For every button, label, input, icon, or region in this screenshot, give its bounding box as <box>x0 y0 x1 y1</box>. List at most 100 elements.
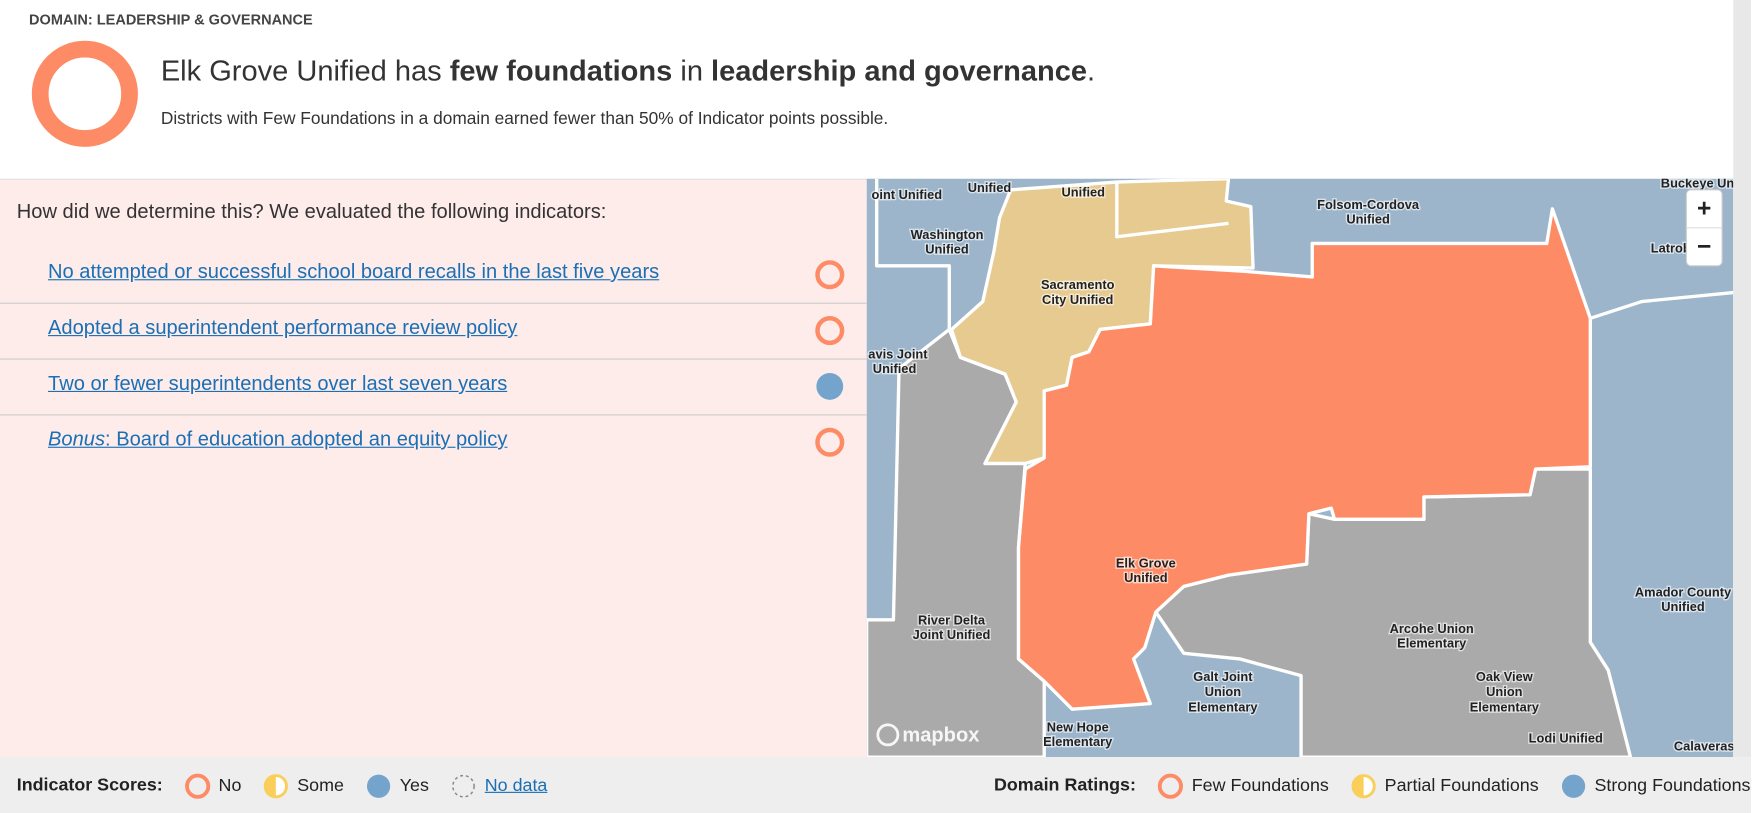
indicator-row: Bonus: Board of education adopted an equ… <box>0 414 867 470</box>
attribution: mapbox <box>876 723 980 747</box>
subtitle: Districts with Few Foundations in a doma… <box>160 109 889 129</box>
legend-label: Some <box>297 776 344 796</box>
map-label: River Delta <box>918 612 986 627</box>
map-label: Elementary <box>1043 734 1113 749</box>
icon-fill <box>1561 774 1585 798</box>
legend-label: Partial Foundations <box>1384 776 1539 796</box>
score-icon <box>452 774 475 798</box>
legend-item: Some <box>262 772 344 801</box>
indicator-link[interactable]: Two or fewer superintendents over last s… <box>48 372 507 395</box>
legend-label[interactable]: No data <box>484 776 548 796</box>
rating-icon <box>31 40 138 147</box>
score-icon <box>184 773 210 799</box>
map-label: Galt Joint <box>1193 669 1253 684</box>
scrollbar <box>1733 0 1752 758</box>
district-selected <box>1016 207 1592 711</box>
map-label: Latrob <box>1651 240 1691 255</box>
score-icon <box>1351 774 1376 799</box>
icon-dashed <box>452 774 475 798</box>
indicator-label: Two or fewer superintendents over last s… <box>48 371 508 395</box>
map-label: Union <box>1205 684 1241 699</box>
legend-item: Few Foundations <box>1156 772 1329 801</box>
icon-half <box>1352 775 1364 797</box>
legend-title: Domain Ratings: <box>993 776 1136 796</box>
map-label: avis Joint <box>868 346 928 361</box>
indicator-label: No attempted or successful school board … <box>48 260 660 283</box>
map-label: City Unified <box>1042 292 1113 307</box>
divider <box>0 302 867 304</box>
legend-item: No data <box>449 772 547 801</box>
border <box>1115 182 1229 239</box>
map-label: Unified <box>873 361 916 376</box>
legend-bar: Indicator Scores: No Some Yes No data Domain… <box>0 757 1752 813</box>
divider <box>0 414 867 416</box>
zoom-in[interactable]: + <box>1697 196 1711 223</box>
map-label: Unified <box>1124 570 1167 585</box>
map: oint Unified Unified Unified Washington … <box>866 178 1734 758</box>
map-label: Oak View <box>1476 669 1533 684</box>
icon-ring <box>184 773 210 799</box>
map-label: Elk Grove <box>1116 555 1176 570</box>
map-label: Washington <box>911 227 984 242</box>
legend-item: Yes <box>364 772 429 801</box>
indicator-link[interactable]: Bonus: Board of education adopted an equ… <box>48 428 507 451</box>
map-label: Unified <box>1062 185 1105 200</box>
title-emphasis: few foundations <box>449 53 673 88</box>
border <box>1589 290 1734 320</box>
icon-ring <box>815 260 845 290</box>
map-label: oint Unified <box>872 187 943 202</box>
indicator-label: : Board of education adopted an equity p… <box>105 427 508 451</box>
legend-item: Partial Foundations <box>1349 772 1539 801</box>
legend-item: Strong Foundations <box>1559 772 1751 801</box>
legend-label: Strong Foundations <box>1594 776 1751 796</box>
mapbox-logo <box>876 723 900 747</box>
header: DOMAIN: LEADERSHIP & GOVERNANCE Elk Grov… <box>0 0 1734 180</box>
indicator-row: Adopted a superintendent performance rev… <box>0 303 867 359</box>
icon-fill <box>366 774 391 798</box>
indicator-score <box>815 260 845 290</box>
map-label: Sacramento <box>1041 277 1115 292</box>
zoom-out[interactable]: − <box>1697 234 1711 261</box>
indicator-score <box>815 316 845 346</box>
title-text: Elk Grove Unified has <box>160 53 450 88</box>
domain-label: DOMAIN: LEADERSHIP & GOVERNANCE <box>29 11 313 28</box>
domain-legend: Domain Ratings: Few Foundations Partial Fo… <box>994 772 1751 801</box>
map-label: Elementary <box>1188 699 1258 714</box>
indicator-score <box>815 427 845 457</box>
icon-ring <box>1157 773 1184 799</box>
indicator-link[interactable]: Adopted a superintendent performance rev… <box>48 316 517 339</box>
map-label: Unified <box>968 180 1011 195</box>
divider <box>0 358 867 360</box>
legend-item: No <box>183 772 242 801</box>
map-label: Unified <box>1346 211 1389 226</box>
map-labels: oint Unified Unified Unified Washington … <box>867 179 1733 755</box>
map-label: Elementary <box>1397 636 1467 651</box>
map-label: Unified <box>1661 599 1704 614</box>
map-label: Arcohe Union <box>1390 621 1474 636</box>
map-label: Amador County <box>1635 584 1732 599</box>
score-icon <box>263 774 289 799</box>
icon-ring <box>815 427 845 457</box>
zoom-control: + − <box>1685 189 1723 267</box>
map-label: Elementary <box>1470 699 1540 714</box>
score-icon <box>366 774 391 798</box>
indicator-score <box>816 373 844 400</box>
question: How did we determine this? We evaluated … <box>16 199 607 223</box>
score-icon <box>1561 774 1585 798</box>
indicator-link[interactable]: No attempted or successful school board … <box>48 260 659 283</box>
legend-label: Yes <box>399 776 429 796</box>
map-label: Unified <box>925 242 968 257</box>
score-icon <box>1157 773 1184 799</box>
border <box>875 178 951 330</box>
map-label: New Hope <box>1047 720 1109 735</box>
legend-title: Indicator Scores: <box>16 776 163 796</box>
districts <box>866 178 1734 758</box>
title-text: in <box>672 53 712 88</box>
indicator-panel: How did we determine this? We evaluated … <box>0 179 867 758</box>
title-emphasis: leadership and governance <box>711 53 1088 88</box>
map-label: Lodi Unified <box>1529 731 1603 746</box>
legend-label: No <box>218 776 242 796</box>
title: Elk Grove Unified has few foundations in… <box>161 54 1095 89</box>
